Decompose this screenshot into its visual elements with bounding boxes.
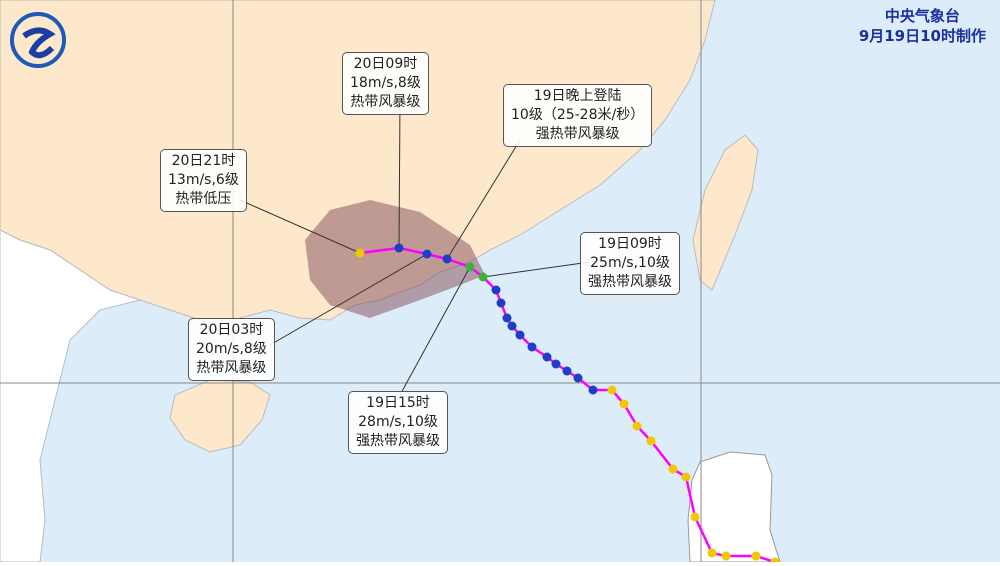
annotation-line: 19日09时 — [598, 236, 662, 252]
annotation-19d15: 19日15时 28m/s,10级 强热带风暴级 — [348, 391, 448, 454]
annotation-line: 19日晚上登陆 — [533, 88, 622, 104]
track-point — [751, 551, 761, 561]
track-point — [607, 385, 617, 395]
cma-logo — [6, 8, 70, 76]
track-point — [442, 254, 452, 264]
leader-line — [399, 266, 471, 396]
leader-line — [446, 139, 521, 260]
annotation-line: 20m/s,8级 — [196, 341, 267, 357]
track-point — [707, 548, 717, 558]
track-point — [465, 262, 475, 272]
track-point — [527, 342, 537, 352]
leader-line — [482, 261, 591, 278]
track-points — [355, 243, 780, 566]
annotation-20d21: 20日21时 13m/s,6级 热带低压 — [160, 149, 247, 212]
annotation-line: 热带风暴级 — [196, 360, 267, 376]
track-point — [690, 512, 700, 522]
annotation-line: 热带风暴级 — [350, 94, 421, 110]
track-point — [588, 385, 598, 395]
track-point — [502, 313, 512, 323]
track-point — [507, 321, 517, 331]
annotation-line: 热带低压 — [175, 191, 232, 207]
issue-time: 9月19日10时制作 — [858, 27, 986, 45]
annotation-line: 20日09时 — [353, 56, 418, 72]
track-point — [668, 464, 678, 474]
track-point — [422, 249, 432, 259]
track-point — [491, 285, 501, 295]
annotation-landfall: 19日晚上登陆 10级（25-28米/秒） 强热带风暴级 — [503, 84, 653, 147]
taiwan-island — [692, 134, 759, 291]
annotation-19d09: 19日09时 25m/s,10级 强热带风暴级 — [580, 232, 680, 295]
track-point — [394, 243, 404, 253]
annotation-line: 20日03时 — [199, 322, 264, 338]
annotation-20d03: 20日03时 20m/s,8级 热带风暴级 — [188, 318, 275, 381]
annotation-line: 20日21时 — [171, 153, 236, 169]
annotation-line: 强热带风暴级 — [535, 126, 620, 142]
track-point — [721, 551, 731, 561]
track-point — [681, 472, 691, 482]
annotation-20d09: 20日09时 18m/s,8级 热带风暴级 — [342, 52, 429, 115]
map-title: 中央气象台 9月19日10时制作 — [859, 6, 986, 46]
track-point — [646, 436, 656, 446]
hainan-island — [169, 379, 271, 453]
track-point — [355, 248, 365, 258]
track-point — [478, 272, 488, 282]
track-point — [542, 352, 552, 362]
annotation-line: 25m/s,10级 — [590, 255, 670, 271]
track-point — [496, 298, 506, 308]
indochina-land — [0, 229, 142, 563]
track-point — [515, 330, 525, 340]
forecast-cone — [305, 200, 485, 318]
annotation-line: 强热带风暴级 — [356, 433, 440, 449]
agency-name: 中央气象台 — [884, 7, 960, 25]
annotation-line: 18m/s,8级 — [350, 75, 421, 91]
annotation-line: 19日15时 — [366, 395, 430, 411]
leader-line — [269, 253, 428, 346]
leader-line — [239, 199, 361, 254]
leader-lines — [239, 99, 591, 396]
track-point — [562, 366, 572, 376]
luzon-island — [687, 451, 781, 563]
annotation-line: 13m/s,6级 — [168, 172, 239, 188]
track-point — [551, 359, 561, 369]
track-point — [632, 421, 642, 431]
track-point — [573, 373, 583, 383]
leader-line — [398, 99, 401, 249]
typhoon-track — [359, 246, 776, 564]
annotation-line: 强热带风暴级 — [588, 274, 672, 290]
annotation-line: 10级（25-28米/秒） — [511, 107, 645, 123]
annotation-line: 28m/s,10级 — [358, 414, 438, 430]
track-point — [619, 399, 629, 409]
